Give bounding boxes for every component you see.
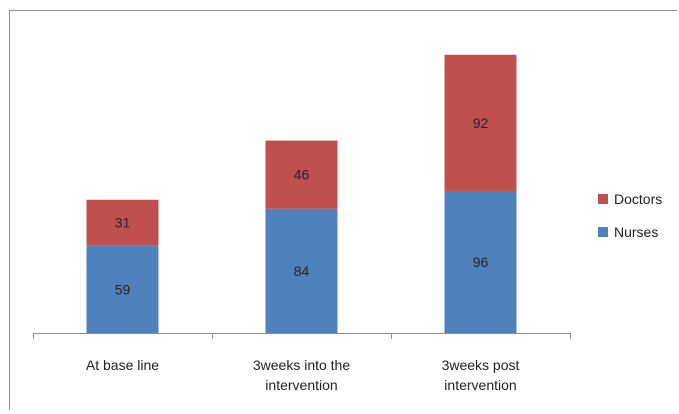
- x-axis: At base line 3weeks into the intervention 3…: [33, 333, 571, 393]
- doctors-legend-swatch: [598, 194, 608, 204]
- nurses-value-label-1: 59: [115, 281, 131, 297]
- plot-area: 59 31 84 46 96 92: [86, 54, 517, 333]
- nurses-bar-2: [265, 208, 338, 333]
- chart-frame: [9, 10, 677, 410]
- x-tick-label-1: At base line: [86, 357, 159, 373]
- x-tick-label-2: 3weeks into the intervention: [253, 357, 350, 393]
- doctors-value-label-3: 92: [473, 115, 489, 131]
- doctors-bar-1: [86, 199, 159, 246]
- doctors-bar-2: [265, 140, 338, 209]
- nurses-bar-3: [444, 190, 517, 333]
- doctors-legend-label: Doctors: [614, 191, 662, 207]
- legend: Doctors Nurses: [598, 191, 662, 240]
- nurses-value-label-3: 96: [473, 254, 489, 270]
- nurses-value-label-2: 84: [294, 263, 310, 279]
- nurses-legend-swatch: [598, 227, 608, 237]
- nurses-legend-label: Nurses: [614, 224, 658, 240]
- doctors-value-label-1: 31: [115, 215, 131, 231]
- x-tick-label-3: 3weeks post intervention: [442, 357, 520, 393]
- nurses-bar-1: [86, 245, 159, 333]
- doctors-value-label-2: 46: [294, 167, 310, 183]
- doctors-bar-3: [444, 54, 517, 191]
